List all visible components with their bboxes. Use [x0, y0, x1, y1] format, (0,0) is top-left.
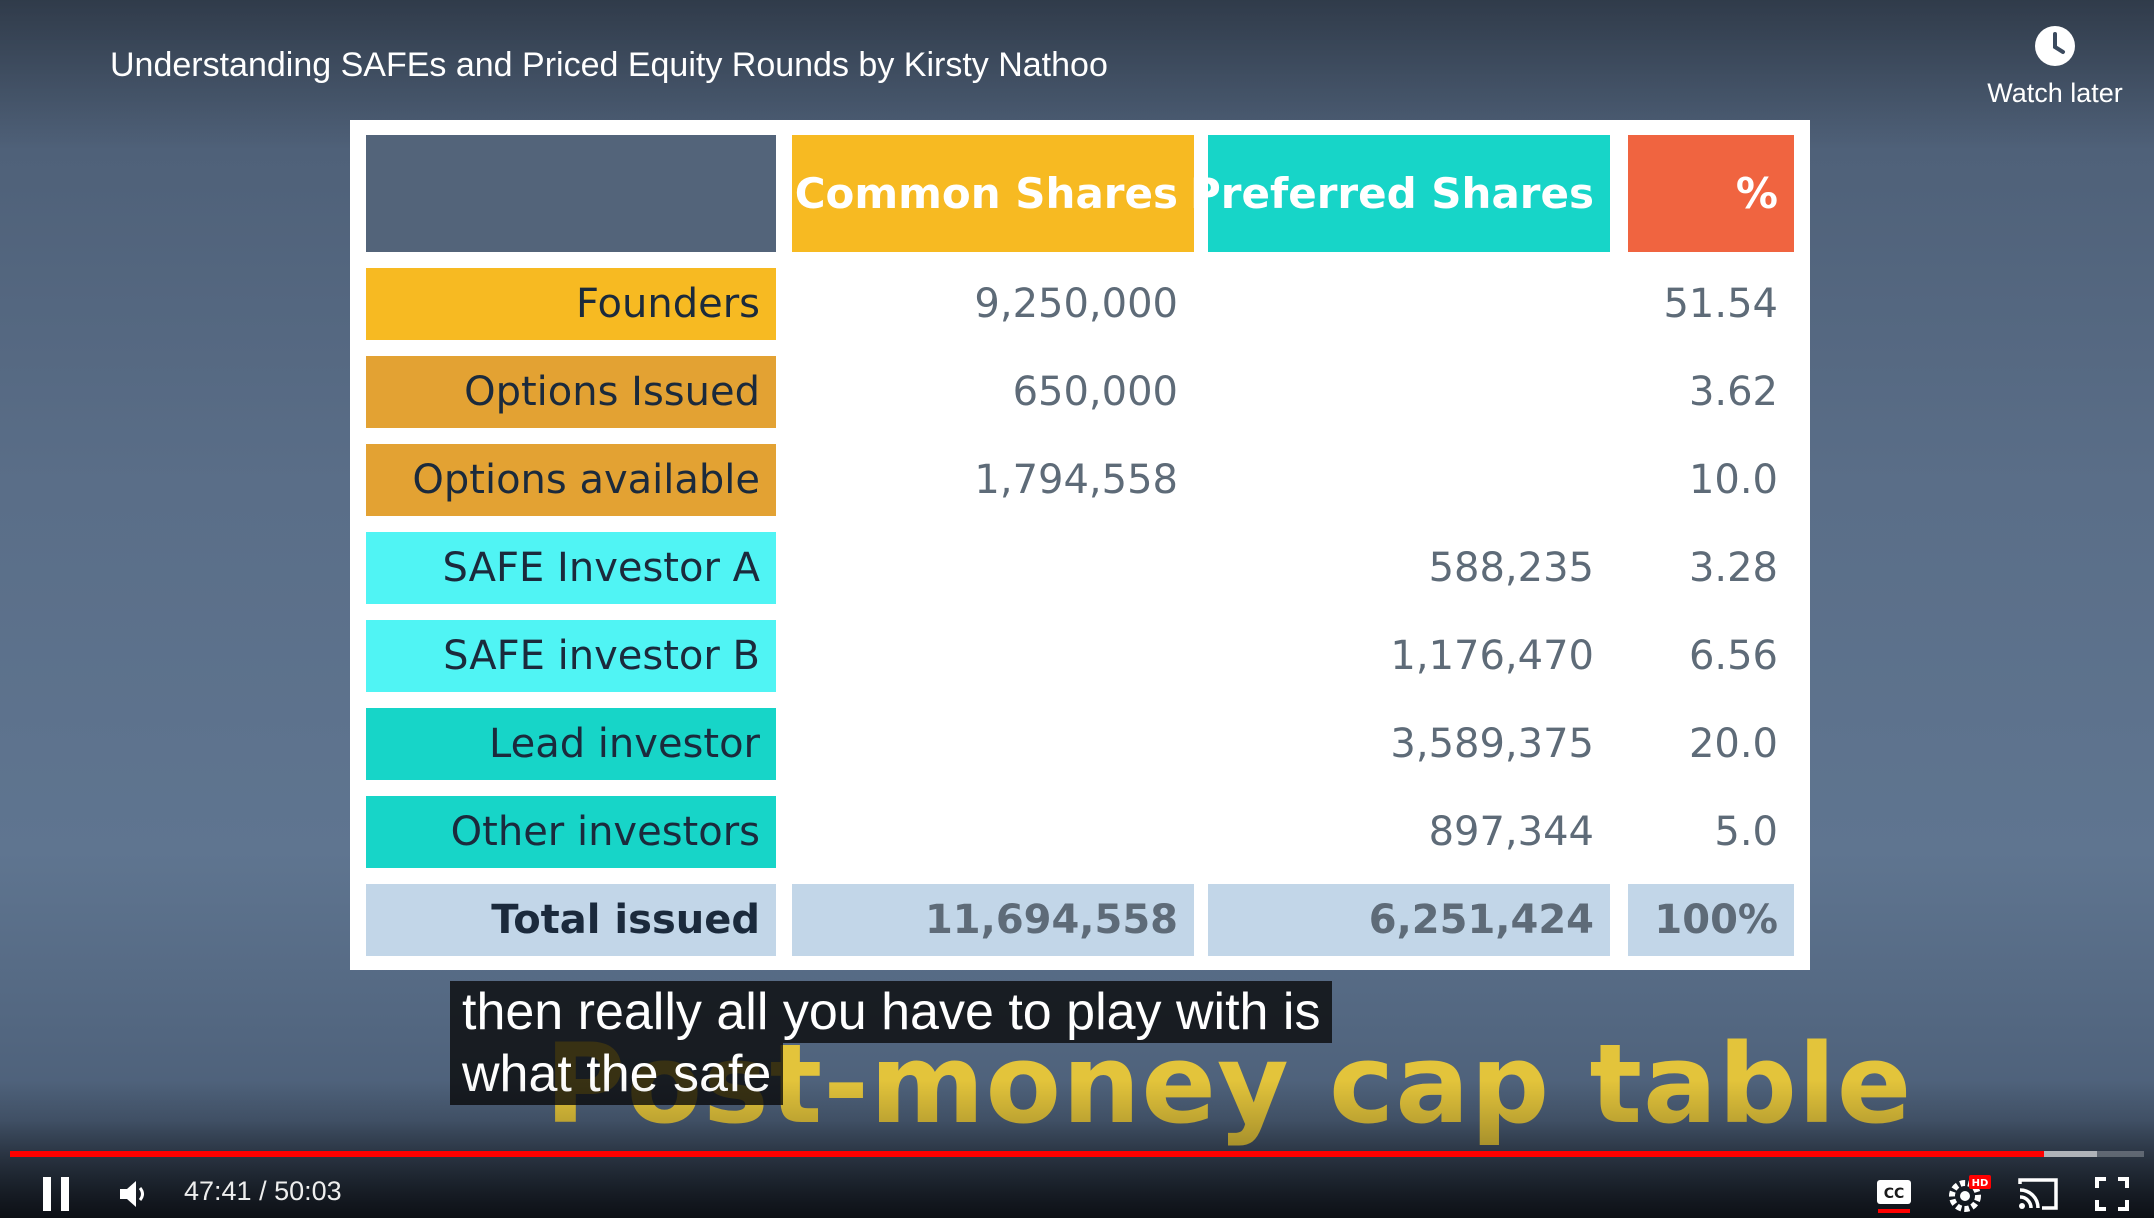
row-label: Lead investor [366, 708, 776, 780]
current-time: 47:41 [184, 1176, 252, 1206]
table-cell: 588,235 [1428, 545, 1594, 591]
table-cell: 20.0 [1688, 721, 1778, 767]
svg-text:CC: CC [1884, 1186, 1905, 1202]
fullscreen-button[interactable] [2090, 1170, 2134, 1218]
total-cell: 6,251,424 [1208, 884, 1610, 956]
pause-button[interactable] [36, 1170, 76, 1218]
table-cell: 650,000 [1012, 369, 1178, 415]
settings-button[interactable]: HD [1944, 1170, 1992, 1218]
progress-bar[interactable] [10, 1151, 2144, 1157]
row-label: SAFE Investor A [366, 532, 776, 604]
table-cell [1208, 444, 1610, 516]
table-cell [1208, 268, 1610, 340]
slide-card: Common Shares Preferred Shares% Founders 9,… [350, 120, 1810, 970]
time-display: 47:41 / 50:03 [184, 1176, 342, 1207]
cast-button[interactable] [2014, 1170, 2062, 1218]
captions-icon: CC [1877, 1180, 1911, 1213]
cast-icon [2018, 1178, 2058, 1210]
pause-icon [43, 1177, 69, 1211]
row-label: Options Issued [366, 356, 776, 428]
header-cell: Preferred Shares [1190, 135, 1610, 252]
video-title[interactable]: Understanding SAFEs and Priced Equity Ro… [110, 46, 1108, 84]
controls-gradient [0, 1080, 2154, 1218]
captions-button[interactable]: CC [1872, 1170, 1916, 1218]
table-cell: 1,176,470 [1390, 633, 1594, 679]
table-cell: 51.54 [1663, 281, 1778, 327]
row-label: Founders [366, 268, 776, 340]
table-cell [792, 708, 1194, 780]
mute-button[interactable] [112, 1170, 156, 1218]
table-cell: 5.0 [1714, 809, 1778, 855]
total-cell: 11,694,558 [792, 884, 1194, 956]
hd-badge: HD [1972, 1178, 1989, 1189]
table-cell: 6.56 [1688, 633, 1778, 679]
table-cell [1208, 356, 1610, 428]
table-cell [792, 620, 1194, 692]
duration: 50:03 [274, 1176, 342, 1206]
table-cell [792, 532, 1194, 604]
table-cell: 3.28 [1688, 545, 1778, 591]
row-label: Options available [366, 444, 776, 516]
row-label: Other investors [366, 796, 776, 868]
time-separator: / [259, 1176, 267, 1206]
table-cell: 897,344 [1428, 809, 1594, 855]
table-cell: 3.62 [1688, 369, 1778, 415]
header-cell [366, 135, 776, 252]
table-cell: 10.0 [1688, 457, 1778, 503]
watch-later-label: Watch later [1987, 78, 2123, 108]
table-cell: 9,250,000 [974, 281, 1178, 327]
progress-played [10, 1151, 2044, 1157]
settings-icon: HD [1949, 1175, 1991, 1212]
fullscreen-icon [2095, 1177, 2129, 1211]
header-cell: Common Shares [792, 135, 1194, 252]
clock-icon [2035, 26, 2075, 66]
total-cell: 100% [1628, 884, 1794, 956]
table-cell: 1,794,558 [974, 457, 1178, 503]
row-label: SAFE investor B [366, 620, 776, 692]
table-cell [792, 796, 1194, 868]
table-cell: 3,589,375 [1390, 721, 1594, 767]
total-label: Total issued [366, 884, 776, 956]
header-cell: % [1628, 135, 1794, 252]
volume-icon [120, 1181, 144, 1207]
caption-line-1: then really all you have to play with is [450, 981, 1333, 1043]
watch-later-button[interactable]: Watch later [1970, 24, 2140, 124]
